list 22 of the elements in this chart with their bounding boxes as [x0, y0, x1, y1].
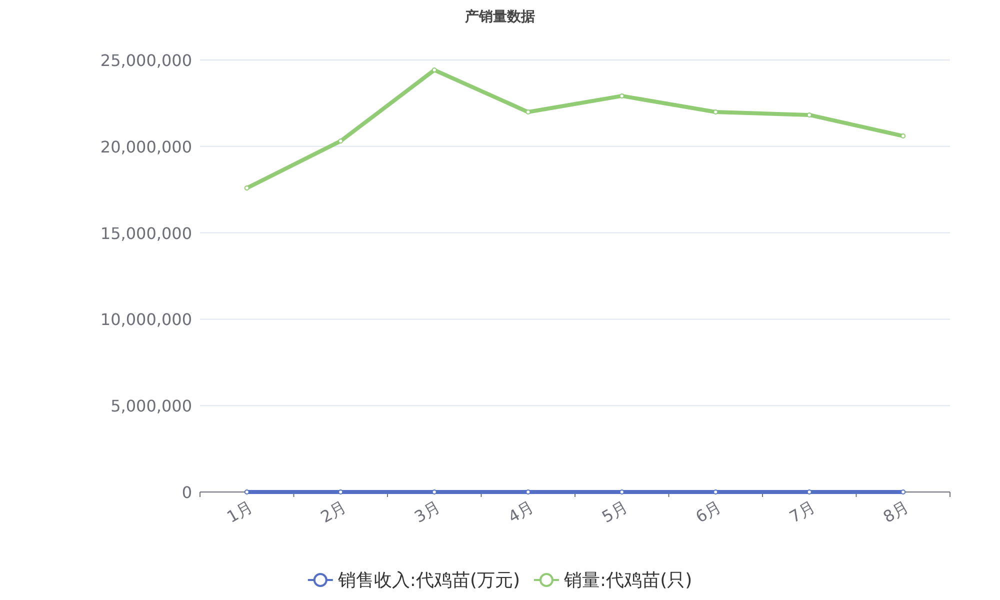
y-tick-label: 5,000,000: [110, 396, 192, 416]
x-tick-label: 4月: [504, 497, 538, 527]
legend-label: 销售收入:代鸡苗(万元): [336, 570, 520, 591]
x-tick-label: 1月: [224, 497, 256, 527]
x-tick-label: 7月: [786, 497, 818, 527]
x-tick-label: 6月: [692, 497, 725, 527]
y-tick-label: 0: [182, 483, 192, 502]
y-tick-label: 10,000,000: [100, 310, 192, 330]
point: [244, 186, 250, 191]
point: [619, 93, 624, 98]
y-tick-label: 20,000,000: [100, 137, 192, 156]
x-tick-label: 8月: [880, 497, 912, 527]
point: [338, 138, 344, 144]
chart-title: 产销量数据: [464, 8, 535, 25]
y-tick-label: 15,000,000: [100, 224, 192, 243]
x-tick-label: 3月: [411, 497, 444, 527]
legend-label: 销量:代鸡苗(只): [563, 570, 692, 591]
point: [432, 68, 437, 73]
point: [900, 134, 906, 139]
x-tick-label: 2月: [317, 497, 350, 527]
y-tick-label: 25,000,000: [100, 51, 192, 70]
x-tick-label: 5月: [598, 497, 631, 527]
